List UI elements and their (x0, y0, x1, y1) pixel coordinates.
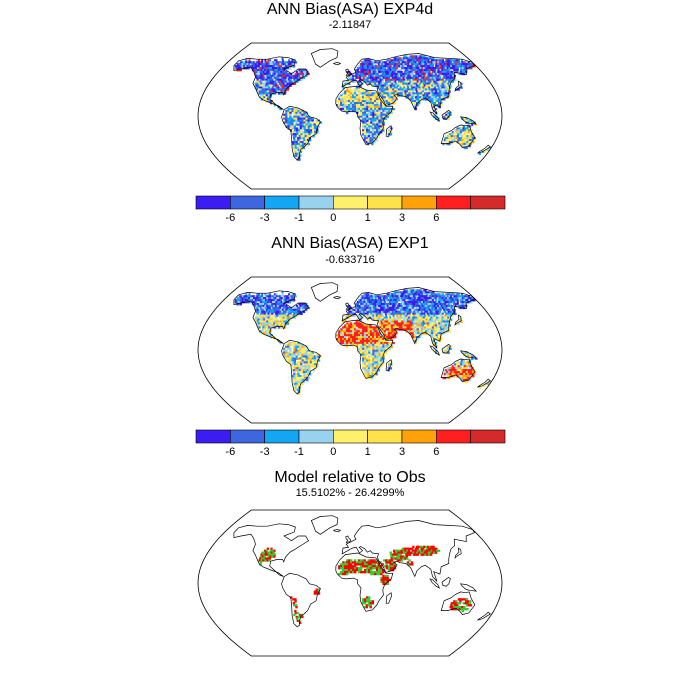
colorbar-tick-label: 1 (365, 446, 371, 458)
coastline-uk (345, 302, 352, 310)
map-subtitle: -2.11847 (328, 19, 372, 31)
colorbar-tick-label: -3 (260, 212, 270, 224)
colorbar-tick-label: -1 (294, 212, 304, 224)
colorbar-tick-label: 3 (399, 446, 405, 458)
coastline-madagascar (385, 125, 393, 137)
coastline-north-america (233, 290, 309, 344)
colorbar-tick-label: -6 (225, 446, 235, 458)
coastlines (233, 515, 492, 628)
colorbar-tick-label: 6 (433, 212, 439, 224)
coastline-new-guinea (459, 116, 478, 125)
coastline-new-guinea (459, 350, 478, 359)
map-subtitle: -0.633716 (325, 254, 375, 266)
coastline-iceland (332, 62, 342, 66)
coastline-new-zealand (477, 144, 492, 154)
map-subtitle: 15.5102% - 26.4299% (295, 487, 405, 499)
coastlines (233, 282, 492, 395)
coastline-iceland (332, 529, 342, 533)
panel-exp4d: ANN Bias(ASA) EXP4d -2.11847 (0, 0, 700, 230)
coastline-africa (335, 552, 394, 612)
coastline-south-america (281, 572, 321, 628)
coastline-japan (454, 547, 462, 559)
coastline-eurasia (341, 53, 476, 115)
panel-exp1: ANN Bias(ASA) EXP1 -0.633716 (0, 235, 700, 465)
coastline-uk (345, 535, 352, 543)
coastline-madagascar (385, 592, 393, 604)
map-title: Model relative to Obs (274, 469, 426, 486)
panel-relative: Model relative to Obs 15.5102% - 26.4299… (0, 469, 700, 699)
colorbar-tick-label: -6 (225, 212, 235, 224)
coastline-sumatra (429, 578, 441, 589)
coastline-greenland (310, 515, 339, 535)
colorbar: -6 -3 -1 0 1 3 6 (195, 429, 506, 458)
colorbar-tick-label: 0 (330, 212, 336, 224)
map-border (197, 509, 503, 657)
coastline-north-america (233, 56, 309, 110)
coastline-new-zealand (477, 611, 492, 621)
colorbar-tick-label: 3 (399, 212, 405, 224)
colorbar-tick-label: 1 (365, 212, 371, 224)
colorbar-tick-label: 0 (330, 446, 336, 458)
coastline-uk (345, 68, 352, 76)
map-data-layer (234, 55, 493, 161)
colorbar-swatch (470, 429, 506, 444)
coastline-north-america (233, 523, 309, 577)
map-border (197, 42, 503, 190)
colorbar-tick-label: 6 (433, 446, 439, 458)
coastline-australia (440, 591, 476, 615)
coastline-japan (454, 314, 462, 326)
coastline-australia (440, 124, 476, 148)
coastline-new-guinea (459, 583, 478, 592)
coastline-south-america (281, 105, 321, 161)
map-title: ANN Bias(ASA) EXP4d (266, 1, 434, 18)
colorbar-tick-label: -1 (294, 446, 304, 458)
coastline-iceland (332, 296, 342, 300)
coastline-eurasia (341, 520, 476, 582)
coastline-sumatra (429, 345, 441, 356)
coastline-borneo (441, 576, 451, 587)
map-data-layer (258, 545, 473, 624)
coastline-africa (335, 85, 394, 145)
coastline-sumatra (429, 111, 441, 122)
coastline-africa (335, 319, 394, 379)
coastline-borneo (441, 109, 451, 120)
coastline-madagascar (385, 359, 393, 371)
map-data-layer (234, 289, 493, 395)
map-title: ANN Bias(ASA) EXP1 (271, 235, 429, 252)
coastline-greenland (310, 48, 339, 68)
colorbar-swatch (470, 195, 506, 210)
coastline-greenland (310, 282, 339, 302)
coastline-south-america (281, 339, 321, 395)
map-border (197, 276, 503, 424)
coastline-new-zealand (477, 378, 492, 388)
colorbar-tick-label: -3 (260, 446, 270, 458)
coastline-eurasia (341, 287, 476, 349)
coastline-japan (454, 80, 462, 92)
coastline-australia (440, 358, 476, 382)
colorbar: -6 -3 -1 0 1 3 6 (195, 195, 506, 224)
coastlines (233, 48, 492, 161)
coastline-borneo (441, 343, 451, 354)
